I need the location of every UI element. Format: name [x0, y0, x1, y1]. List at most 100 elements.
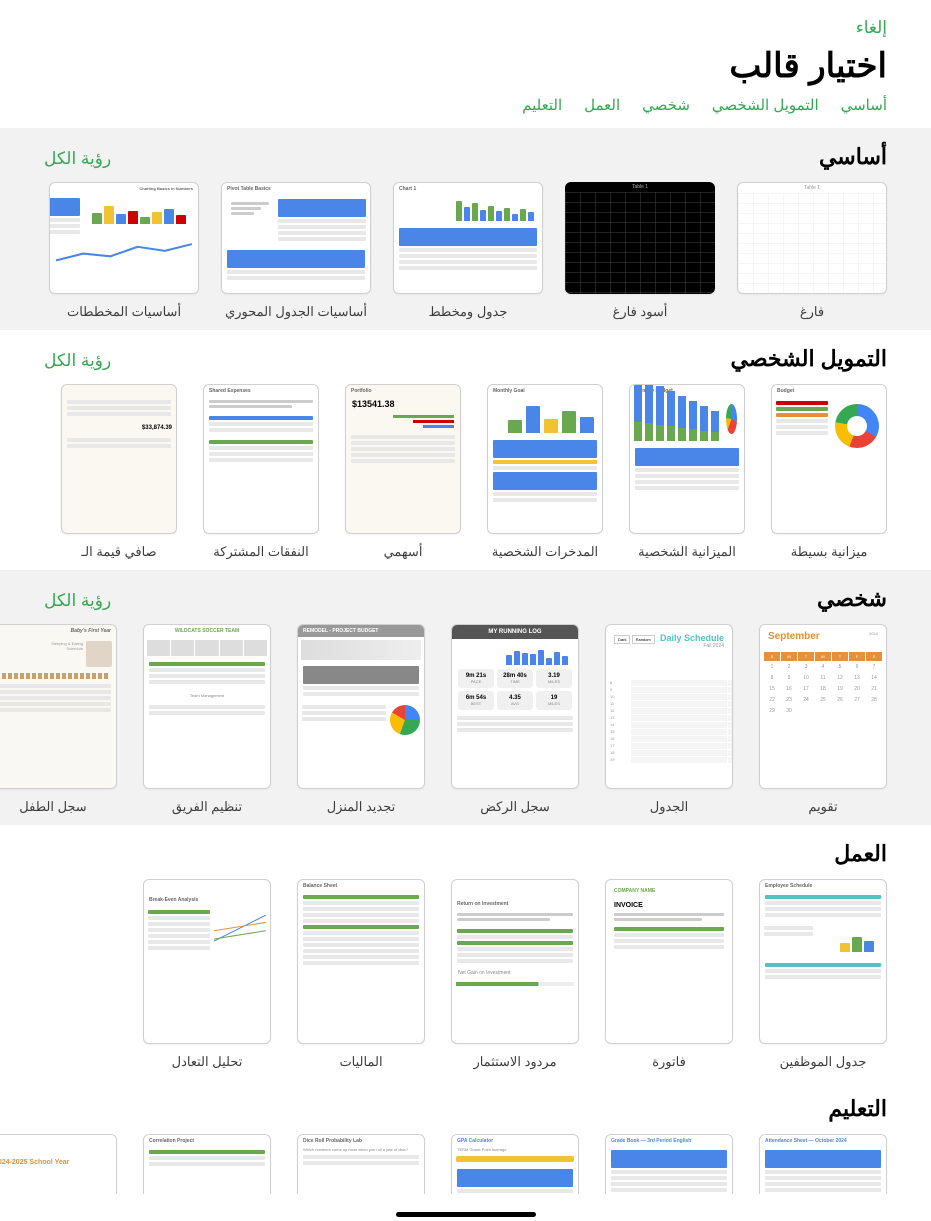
template-team-org[interactable]: WILDCATS SOCCER TEAM Team Management تنظ… [143, 624, 271, 815]
tab-2[interactable]: شخصي [642, 96, 690, 114]
template-financials[interactable]: Balance Sheet الماليات [297, 879, 425, 1070]
template-calendar[interactable]: September2024 SMTWTFS1234567891011121314… [759, 624, 887, 815]
template-thumb-correlation[interactable]: Correlation Project [143, 1134, 271, 1194]
template-invoice[interactable]: COMPANY NAME INVOICE فاتورة [605, 879, 733, 1070]
section-title-education: التعليم [828, 1096, 887, 1122]
template-thumb-dice[interactable]: Dice Roll Probability Lab Which numbers … [297, 1134, 425, 1194]
template-thumb-attendance[interactable]: Attendance Sheet — October 2024 [759, 1134, 887, 1194]
template-thumb-invoice[interactable]: COMPANY NAME INVOICE [605, 879, 733, 1044]
template-thumb-school-year[interactable]: 2024-2025 School Year [0, 1134, 117, 1194]
template-label-my-stocks: أسهمي [384, 544, 423, 560]
template-thumb-roi[interactable]: Return on Investment Net Gain on Investm… [451, 879, 579, 1044]
template-thumb-financials[interactable]: Balance Sheet [297, 879, 425, 1044]
template-thumb-schedule[interactable]: Dark RandomDaily ScheduleFall 2024 MonTu… [605, 624, 733, 789]
template-table-chart[interactable]: Chart 1 جدول ومخطط [393, 182, 543, 320]
template-thumb-calendar[interactable]: September2024 SMTWTFS1234567891011121314… [759, 624, 887, 789]
template-label-blank-black: أسود فارغ [613, 304, 668, 320]
template-blank[interactable]: Table 1 فارغ [737, 182, 887, 320]
template-baby-log[interactable]: Baby's First Year Sleeping & EatingSched… [0, 624, 117, 815]
section-title-basic: أساسي [819, 144, 887, 170]
cancel-button[interactable]: إلغاء [856, 18, 887, 38]
template-label-calendar: تقويم [808, 799, 837, 815]
template-thumb-personal-budget[interactable]: Monthly Budget [629, 384, 745, 534]
template-thumb-table-chart[interactable]: Chart 1 [393, 182, 543, 294]
tab-3[interactable]: العمل [584, 96, 620, 114]
template-thumb-gpa[interactable]: GPA Calculator TERM Grade Point Average [451, 1134, 579, 1194]
template-thumb-simple-budget[interactable]: Budget [771, 384, 887, 534]
template-label-breakeven: تحليل التعادل [172, 1054, 243, 1070]
template-label-invoice: فاتورة [652, 1054, 686, 1070]
template-attendance[interactable]: Attendance Sheet — October 2024 [759, 1134, 887, 1194]
home-indicator [396, 1212, 536, 1217]
template-label-personal-budget: الميزانية الشخصية [638, 544, 736, 560]
templates-row-business: Employee Schedule جدول الموظفينCOMPANY N… [0, 879, 931, 1070]
template-label-baby-log: سجل الطفل [19, 799, 86, 815]
template-home-remodel[interactable]: REMODEL - PROJECT BUDGET تجديد المنزل [297, 624, 425, 815]
template-thumb-gradebook[interactable]: Grade Book — 3rd Period English [605, 1134, 733, 1194]
tab-4[interactable]: التعليم [522, 96, 562, 114]
template-label-chart-basics: أساسيات المخططات [67, 304, 181, 320]
template-thumb-net-worth[interactable]: $33,874.39 [61, 384, 177, 534]
template-thumb-breakeven[interactable]: Break-Even Analysis [143, 879, 271, 1044]
template-running-log[interactable]: MY RUNNING LOG 3.19MILES28m 40sTIME9m 21… [451, 624, 579, 815]
template-label-blank: فارغ [800, 304, 824, 320]
template-personal-savings[interactable]: Monthly Goal المدخرات الشخصية [487, 384, 603, 560]
section-title-business: العمل [834, 841, 887, 867]
template-gradebook[interactable]: Grade Book — 3rd Period English [605, 1134, 733, 1194]
template-roi[interactable]: Return on Investment Net Gain on Investm… [451, 879, 579, 1070]
template-school-year[interactable]: 2024-2025 School Year [0, 1134, 117, 1194]
see-all-basic[interactable]: رؤية الكل [44, 149, 111, 169]
template-label-team-org: تنظيم الفريق [172, 799, 242, 815]
template-label-employee-schedule: جدول الموظفين [780, 1054, 867, 1070]
category-tabs: أساسي التمويل الشخصي شخصي العمل التعليم [44, 96, 887, 128]
template-employee-schedule[interactable]: Employee Schedule جدول الموظفين [759, 879, 887, 1070]
template-thumb-home-remodel[interactable]: REMODEL - PROJECT BUDGET [297, 624, 425, 789]
template-shared-expenses[interactable]: Shared Expenses النفقات المشتركة [203, 384, 319, 560]
template-label-pivot-basics: أساسيات الجدول المحوري [225, 304, 367, 320]
sections-container: أساسي رؤية الكل Table 1 فارغ Table 1 أسود فار… [0, 128, 931, 1204]
template-label-net-worth: صافي قيمة الـ [81, 544, 156, 560]
template-gpa[interactable]: GPA Calculator TERM Grade Point Average [451, 1134, 579, 1194]
template-thumb-team-org[interactable]: WILDCATS SOCCER TEAM Team Management [143, 624, 271, 789]
templates-row-personal: September2024 SMTWTFS1234567891011121314… [0, 624, 931, 815]
template-my-stocks[interactable]: Portfolio $13541.38 أسهمي [345, 384, 461, 560]
template-chart-basics[interactable]: Charting Basics in Numbers أساسيات المخط… [49, 182, 199, 320]
header: إلغاء اختيار قالب أساسي التمويل الشخصي شخص… [0, 0, 931, 128]
template-correlation[interactable]: Correlation Project [143, 1134, 271, 1194]
see-all-personal[interactable]: رؤية الكل [44, 591, 111, 611]
template-personal-budget[interactable]: Monthly Budget الميزانية الشخصية [629, 384, 745, 560]
template-thumb-baby-log[interactable]: Baby's First Year Sleeping & EatingSched… [0, 624, 117, 789]
template-blank-black[interactable]: Table 1 أسود فارغ [565, 182, 715, 320]
see-all-finance[interactable]: رؤية الكل [44, 351, 111, 371]
template-schedule[interactable]: Dark RandomDaily ScheduleFall 2024 MonTu… [605, 624, 733, 815]
template-label-table-chart: جدول ومخطط [429, 304, 508, 320]
templates-row-finance: Budget ميزانية بسيطةMonthly Budget الميز… [0, 384, 931, 560]
template-pivot-basics[interactable]: Pivot Table Basics أساسيات الجدول المحور… [221, 182, 371, 320]
tab-1[interactable]: التمويل الشخصي [712, 96, 819, 114]
template-thumb-chart-basics[interactable]: Charting Basics in Numbers [49, 182, 199, 294]
templates-row-education: Attendance Sheet — October 2024 Grade Bo… [0, 1134, 931, 1194]
template-thumb-employee-schedule[interactable]: Employee Schedule [759, 879, 887, 1044]
template-thumb-running-log[interactable]: MY RUNNING LOG 3.19MILES28m 40sTIME9m 21… [451, 624, 579, 789]
template-label-financials: الماليات [339, 1054, 382, 1070]
template-simple-budget[interactable]: Budget ميزانية بسيطة [771, 384, 887, 560]
tab-0[interactable]: أساسي [841, 96, 887, 114]
template-thumb-my-stocks[interactable]: Portfolio $13541.38 [345, 384, 461, 534]
template-breakeven[interactable]: Break-Even Analysis تحليل التعادل [143, 879, 271, 1070]
template-thumb-pivot-basics[interactable]: Pivot Table Basics [221, 182, 371, 294]
page-title: اختيار قالب [44, 46, 887, 86]
section-business: العملEmployee Schedule جدول الموظفينCOMP… [0, 825, 931, 1080]
template-dice[interactable]: Dice Roll Probability Lab Which numbers … [297, 1134, 425, 1194]
template-net-worth[interactable]: $33,874.39 صافي قيمة الـ [61, 384, 177, 560]
section-title-finance: التمويل الشخصي [731, 346, 888, 372]
template-label-shared-expenses: النفقات المشتركة [213, 544, 308, 560]
section-personal: شخصيرؤية الكلSeptember2024 SMTWTFS123456… [0, 570, 931, 825]
template-thumb-personal-savings[interactable]: Monthly Goal [487, 384, 603, 534]
template-thumb-shared-expenses[interactable]: Shared Expenses [203, 384, 319, 534]
template-thumb-blank-black[interactable]: Table 1 [565, 182, 715, 294]
section-finance: التمويل الشخصي رؤية الكل Budget ميزانية بس… [0, 330, 931, 570]
template-label-roi: مردود الاستثمار [473, 1054, 556, 1070]
template-label-personal-savings: المدخرات الشخصية [492, 544, 598, 560]
section-basic: أساسي رؤية الكل Table 1 فارغ Table 1 أسود فار… [0, 128, 931, 330]
template-thumb-blank[interactable]: Table 1 [737, 182, 887, 294]
